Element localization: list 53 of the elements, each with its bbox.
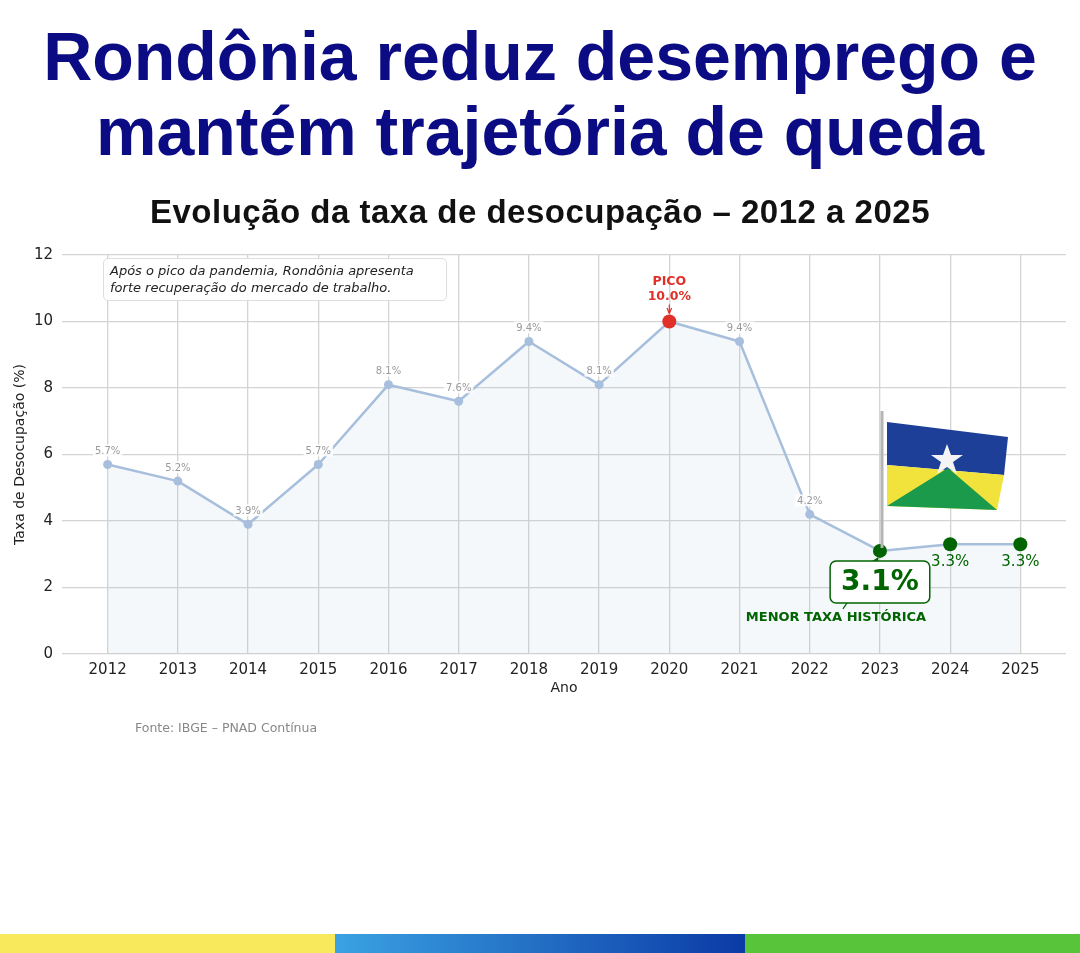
y-tick-label: 0 <box>43 643 53 662</box>
y-tick-label: 8 <box>43 377 53 396</box>
x-tick-label: 2023 <box>860 659 900 678</box>
x-tick-label: 2021 <box>720 659 759 678</box>
y-axis-title: Taxa de Desocupação (%) <box>11 364 28 546</box>
y-tick-label: 12 <box>33 244 53 263</box>
y-tick-label: 10 <box>33 311 53 330</box>
data-label: 3.1% <box>841 564 919 598</box>
x-tick-label: 2020 <box>650 659 689 678</box>
data-label: 7.6% <box>445 381 472 393</box>
x-axis-title: Ano <box>550 679 578 696</box>
data-label: 5.7% <box>94 445 121 457</box>
data-label: 4.2% <box>797 494 823 506</box>
annotation: PICO <box>652 272 687 288</box>
point <box>594 380 604 390</box>
source-note: Fonte: IBGE – PNAD Contínua <box>135 720 318 736</box>
chart-title: Rondônia reduz desemprego e mantém trajetória de queda <box>42 18 1038 169</box>
point <box>383 380 393 390</box>
point <box>313 459 323 469</box>
x-tick-label: 2014 <box>228 659 268 678</box>
point <box>454 396 464 406</box>
x-tick-label: 2019 <box>580 659 619 678</box>
x-tick-label: 2022 <box>790 659 829 678</box>
point <box>173 476 183 486</box>
x-tick-label: 2012 <box>88 659 127 678</box>
data-label: 9.4% <box>516 322 542 334</box>
y-tick-label: 4 <box>43 510 53 529</box>
point <box>103 459 113 469</box>
point <box>735 336 745 346</box>
data-label: 8.1% <box>375 365 402 377</box>
x-tick-label: 2024 <box>931 659 970 678</box>
x-tick-label: 2017 <box>439 659 478 678</box>
data-label: 10.0% <box>647 287 692 303</box>
data-label: 8.1% <box>586 365 612 377</box>
x-tick-label: 2015 <box>299 659 338 678</box>
x-tick-label: 2016 <box>369 659 408 678</box>
annotation: MENOR TAXA HISTÓRICA <box>745 609 927 625</box>
data-label: 3.3% <box>931 552 970 571</box>
data-label: 3.9% <box>235 504 261 516</box>
data-label: 9.4% <box>726 322 753 334</box>
data-label: 5.2% <box>165 461 191 473</box>
point <box>524 336 534 346</box>
y-tick-label: 2 <box>43 577 53 596</box>
data-label: 3.3% <box>1001 552 1040 571</box>
x-tick-label: 2018 <box>509 659 548 678</box>
x-tick-label: 2025 <box>1001 659 1040 678</box>
data-label: 5.7% <box>305 445 331 457</box>
point <box>805 509 815 519</box>
y-tick-label: 6 <box>43 444 53 463</box>
annotation: Após o pico da pandemia, Rondônia apresenta forte recuperação do mercado de trabalho. <box>103 258 447 301</box>
x-tick-label: 2013 <box>158 659 197 678</box>
point <box>243 519 253 529</box>
chart-subtitle: Evolução da taxa de desocupação – 2012 a 2025 <box>148 193 932 231</box>
